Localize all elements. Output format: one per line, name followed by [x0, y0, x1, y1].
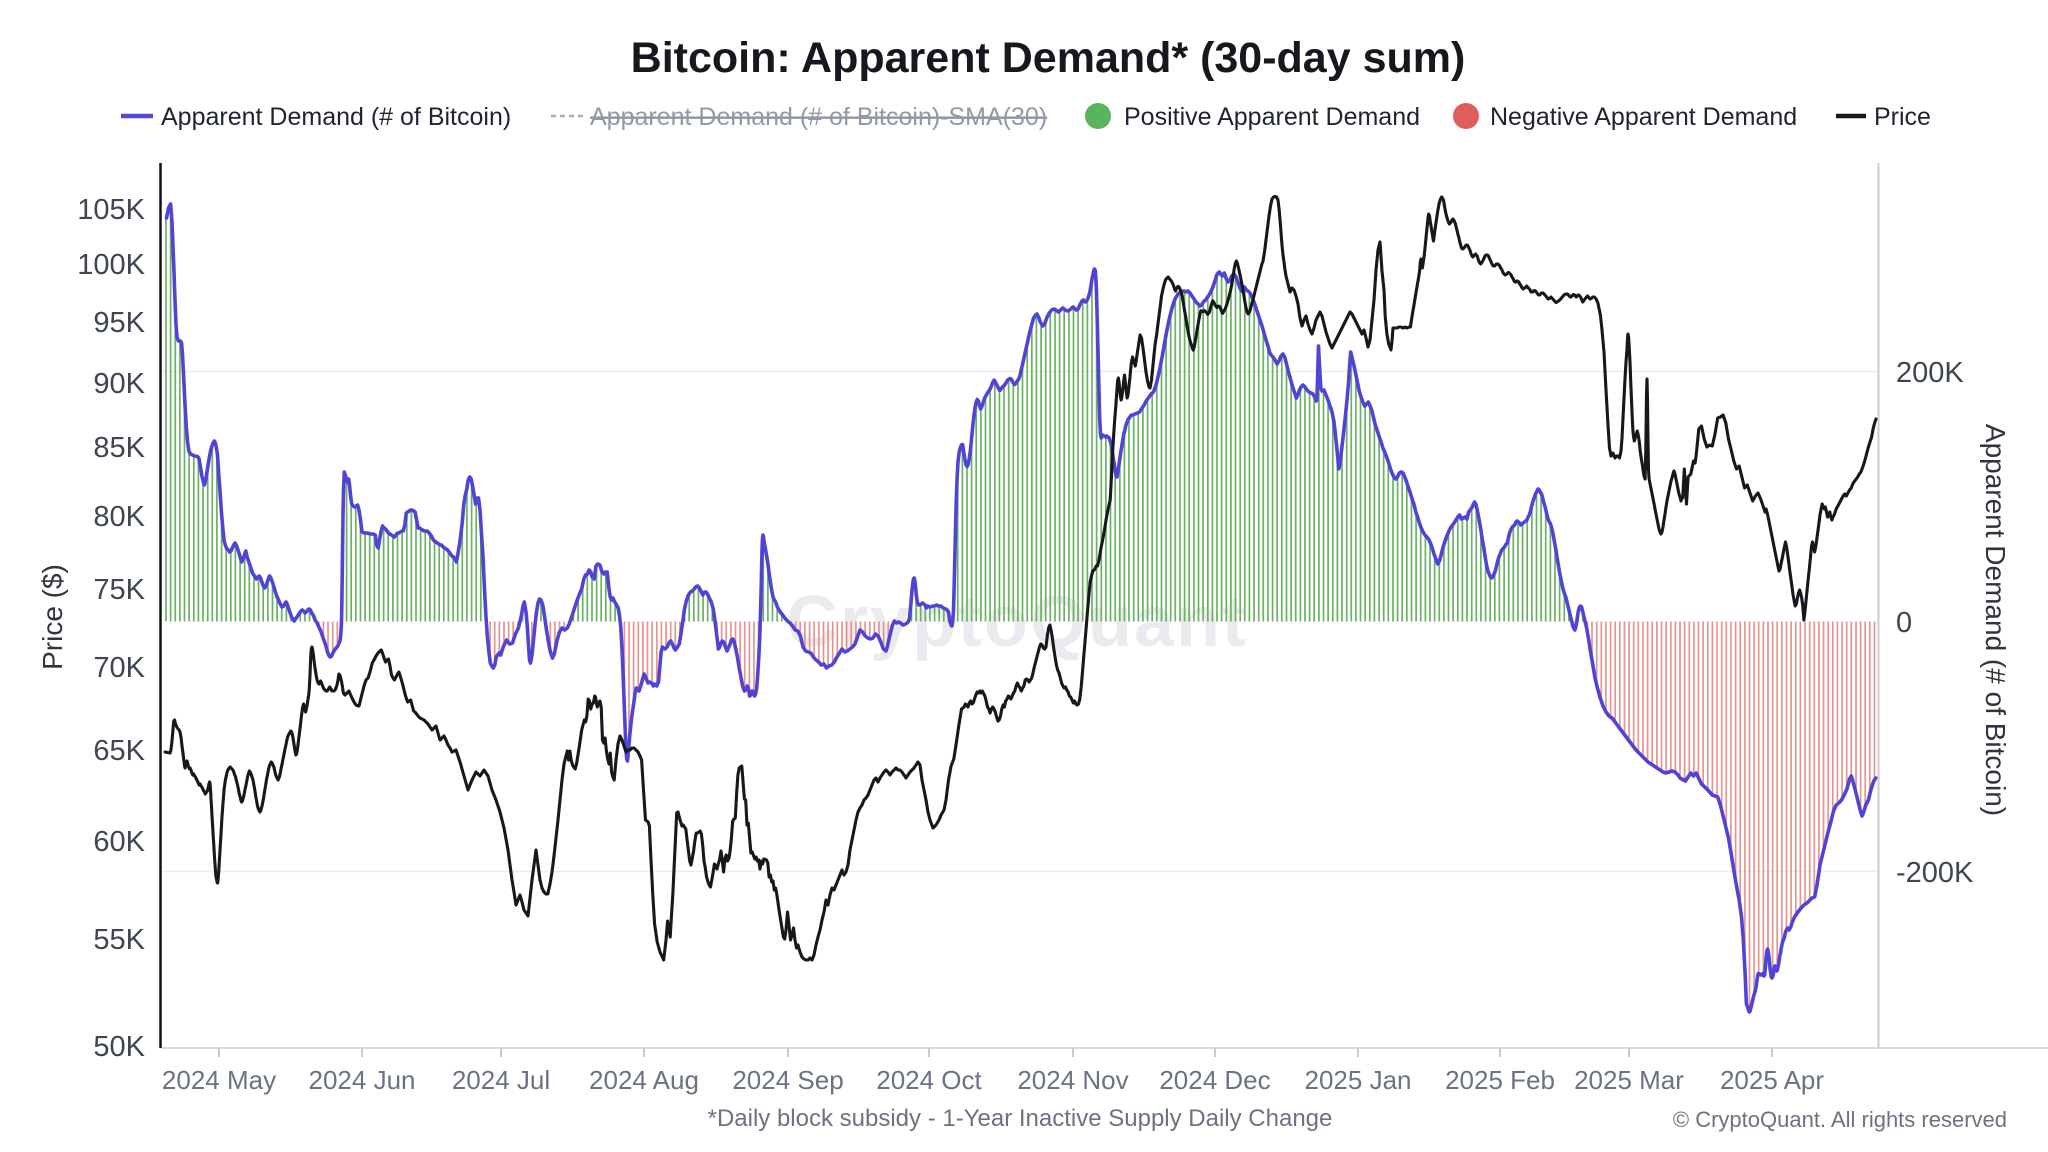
svg-text:105K: 105K	[77, 194, 145, 226]
svg-text:2024 Nov: 2024 Nov	[1017, 1065, 1128, 1095]
svg-text:Negative Apparent Demand: Negative Apparent Demand	[1490, 103, 1797, 131]
svg-text:2025 Mar: 2025 Mar	[1574, 1065, 1684, 1095]
svg-text:2024 Dec: 2024 Dec	[1159, 1065, 1270, 1095]
svg-text:90K: 90K	[93, 368, 145, 400]
svg-text:2024 May: 2024 May	[162, 1065, 276, 1095]
svg-text:95K: 95K	[93, 307, 145, 339]
svg-text:Positive Apparent Demand: Positive Apparent Demand	[1124, 103, 1420, 131]
svg-text:75K: 75K	[93, 574, 145, 606]
svg-text:-200K: -200K	[1896, 857, 1974, 889]
svg-text:60K: 60K	[93, 826, 145, 858]
svg-text:50K: 50K	[93, 1031, 145, 1063]
svg-text:Apparent Demand (# of Bitcoin): Apparent Demand (# of Bitcoin)	[1980, 424, 2011, 816]
svg-text:Price ($): Price ($)	[37, 564, 68, 670]
svg-text:2024 Sep: 2024 Sep	[732, 1065, 843, 1095]
svg-text:70K: 70K	[93, 652, 145, 684]
svg-text:Apparent Demand (# of Bitcoin): Apparent Demand (# of Bitcoin)-SMA(30)	[590, 103, 1047, 131]
svg-text:2024 Aug: 2024 Aug	[589, 1065, 699, 1095]
svg-text:2024 Jun: 2024 Jun	[309, 1065, 416, 1095]
svg-text:© CryptoQuant. All rights rese: © CryptoQuant. All rights reserved	[1673, 1107, 2007, 1132]
svg-text:Apparent Demand (# of Bitcoin): Apparent Demand (# of Bitcoin)	[161, 103, 511, 131]
svg-text:*Daily block subsidy - 1-Year: *Daily block subsidy - 1-Year Inactive S…	[708, 1105, 1333, 1132]
svg-text:65K: 65K	[93, 735, 145, 767]
svg-text:100K: 100K	[77, 249, 145, 281]
svg-text:2024 Jul: 2024 Jul	[452, 1065, 550, 1095]
svg-text:2025 Jan: 2025 Jan	[1305, 1065, 1412, 1095]
svg-text:2025 Apr: 2025 Apr	[1720, 1065, 1824, 1095]
svg-text:2024 Oct: 2024 Oct	[876, 1065, 982, 1095]
svg-text:2025 Feb: 2025 Feb	[1445, 1065, 1555, 1095]
svg-text:0: 0	[1896, 607, 1912, 639]
svg-text:85K: 85K	[93, 432, 145, 464]
svg-text:55K: 55K	[93, 924, 145, 956]
svg-text:80K: 80K	[93, 501, 145, 533]
svg-text:Price: Price	[1874, 103, 1931, 131]
svg-text:Bitcoin: Apparent Demand* (30-: Bitcoin: Apparent Demand* (30-day sum)	[631, 34, 1466, 82]
svg-text:200K: 200K	[1896, 357, 1964, 389]
svg-text:CryptoQuant: CryptoQuant	[786, 582, 1248, 662]
